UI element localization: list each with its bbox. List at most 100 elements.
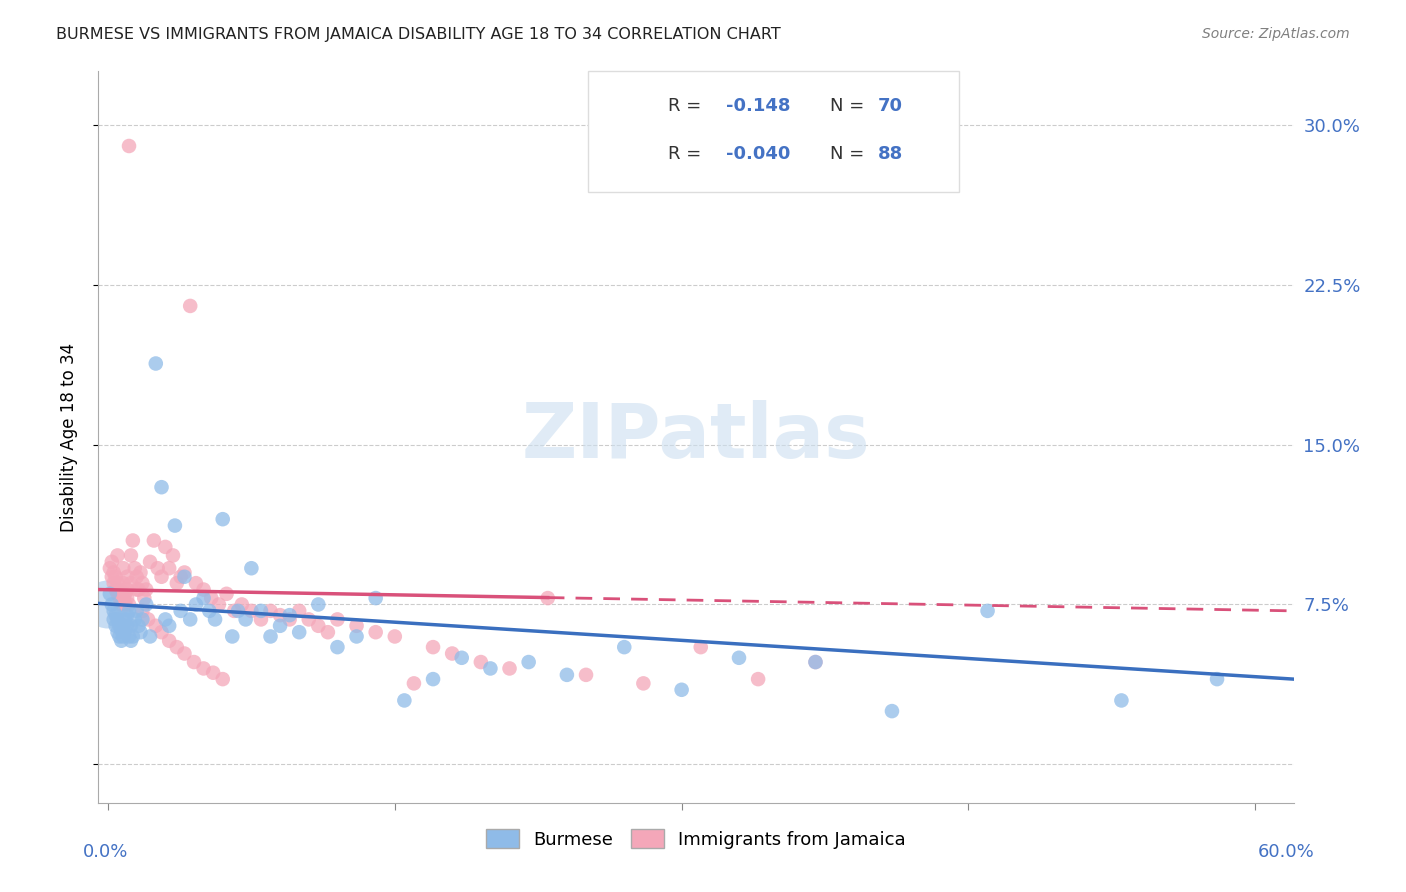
Point [98, 587, 121, 601]
Point [384, 630, 406, 644]
Point [104, 619, 127, 633]
Point [134, 591, 156, 605]
FancyBboxPatch shape [589, 71, 959, 192]
Text: -0.148: -0.148 [725, 96, 790, 115]
Point [121, 630, 143, 644]
Point [145, 619, 167, 633]
Point [298, 612, 321, 626]
Point [118, 630, 141, 644]
Point [498, 661, 520, 675]
Text: 88: 88 [877, 145, 903, 163]
Point [139, 555, 162, 569]
Point [110, 623, 132, 637]
Point [112, 619, 135, 633]
Point [613, 640, 636, 654]
Point [193, 582, 215, 597]
Point [107, 549, 129, 563]
Point [118, 598, 141, 612]
Text: 70: 70 [877, 96, 903, 115]
Point [316, 625, 339, 640]
Point [288, 625, 311, 640]
Point [131, 612, 153, 626]
Point [193, 591, 215, 605]
Point [575, 668, 598, 682]
Point [150, 570, 173, 584]
Point [114, 623, 136, 637]
Point [394, 693, 416, 707]
Point [142, 533, 165, 548]
Text: Source: ZipAtlas.com: Source: ZipAtlas.com [1202, 27, 1350, 41]
Point [250, 612, 273, 626]
Point [108, 591, 131, 605]
Point [108, 582, 131, 597]
Point [157, 633, 180, 648]
Point [479, 661, 502, 675]
Point [364, 591, 387, 605]
Point [101, 598, 124, 612]
Point [98, 561, 121, 575]
Point [173, 566, 195, 580]
Point [250, 604, 273, 618]
Point [441, 647, 464, 661]
Point [124, 612, 146, 626]
Point [163, 518, 186, 533]
Point [259, 630, 281, 644]
Point [804, 655, 827, 669]
Point [231, 598, 253, 612]
Point [166, 576, 188, 591]
Point [179, 612, 201, 626]
Point [97, 598, 120, 612]
Point [162, 549, 184, 563]
Point [150, 480, 173, 494]
Text: R =: R = [668, 96, 702, 115]
Point [146, 561, 169, 575]
Point [269, 619, 291, 633]
Point [107, 625, 129, 640]
Point [200, 591, 222, 605]
Point [202, 665, 225, 680]
Point [633, 676, 655, 690]
Point [240, 604, 263, 618]
Point [112, 561, 135, 575]
Point [124, 561, 146, 575]
Point [173, 570, 195, 584]
Point [115, 570, 138, 584]
Point [422, 640, 444, 654]
Point [155, 540, 177, 554]
Legend: Burmese, Immigrants from Jamaica: Burmese, Immigrants from Jamaica [479, 822, 912, 856]
Point [129, 625, 152, 640]
Point [120, 549, 142, 563]
Point [326, 612, 349, 626]
Point [215, 587, 238, 601]
Point [278, 612, 301, 626]
Text: N =: N = [830, 145, 865, 163]
Point [103, 576, 125, 591]
Point [1111, 693, 1133, 707]
Point [204, 612, 226, 626]
Point [118, 139, 141, 153]
Point [173, 647, 195, 661]
Point [184, 598, 207, 612]
Point [211, 672, 233, 686]
Point [120, 576, 142, 591]
Point [1206, 672, 1229, 686]
Point [136, 612, 159, 626]
Point [114, 598, 136, 612]
Point [179, 299, 201, 313]
Point [208, 598, 231, 612]
Point [112, 591, 135, 605]
Point [166, 640, 188, 654]
Point [211, 512, 233, 526]
Point [537, 591, 560, 605]
Point [114, 612, 136, 626]
Point [671, 682, 693, 697]
Point [104, 570, 127, 584]
Point [346, 630, 368, 644]
Point [104, 608, 127, 623]
Point [278, 608, 301, 623]
Point [103, 612, 125, 626]
Point [221, 630, 243, 644]
Point [747, 672, 769, 686]
Point [107, 576, 129, 591]
Text: R =: R = [668, 145, 702, 163]
